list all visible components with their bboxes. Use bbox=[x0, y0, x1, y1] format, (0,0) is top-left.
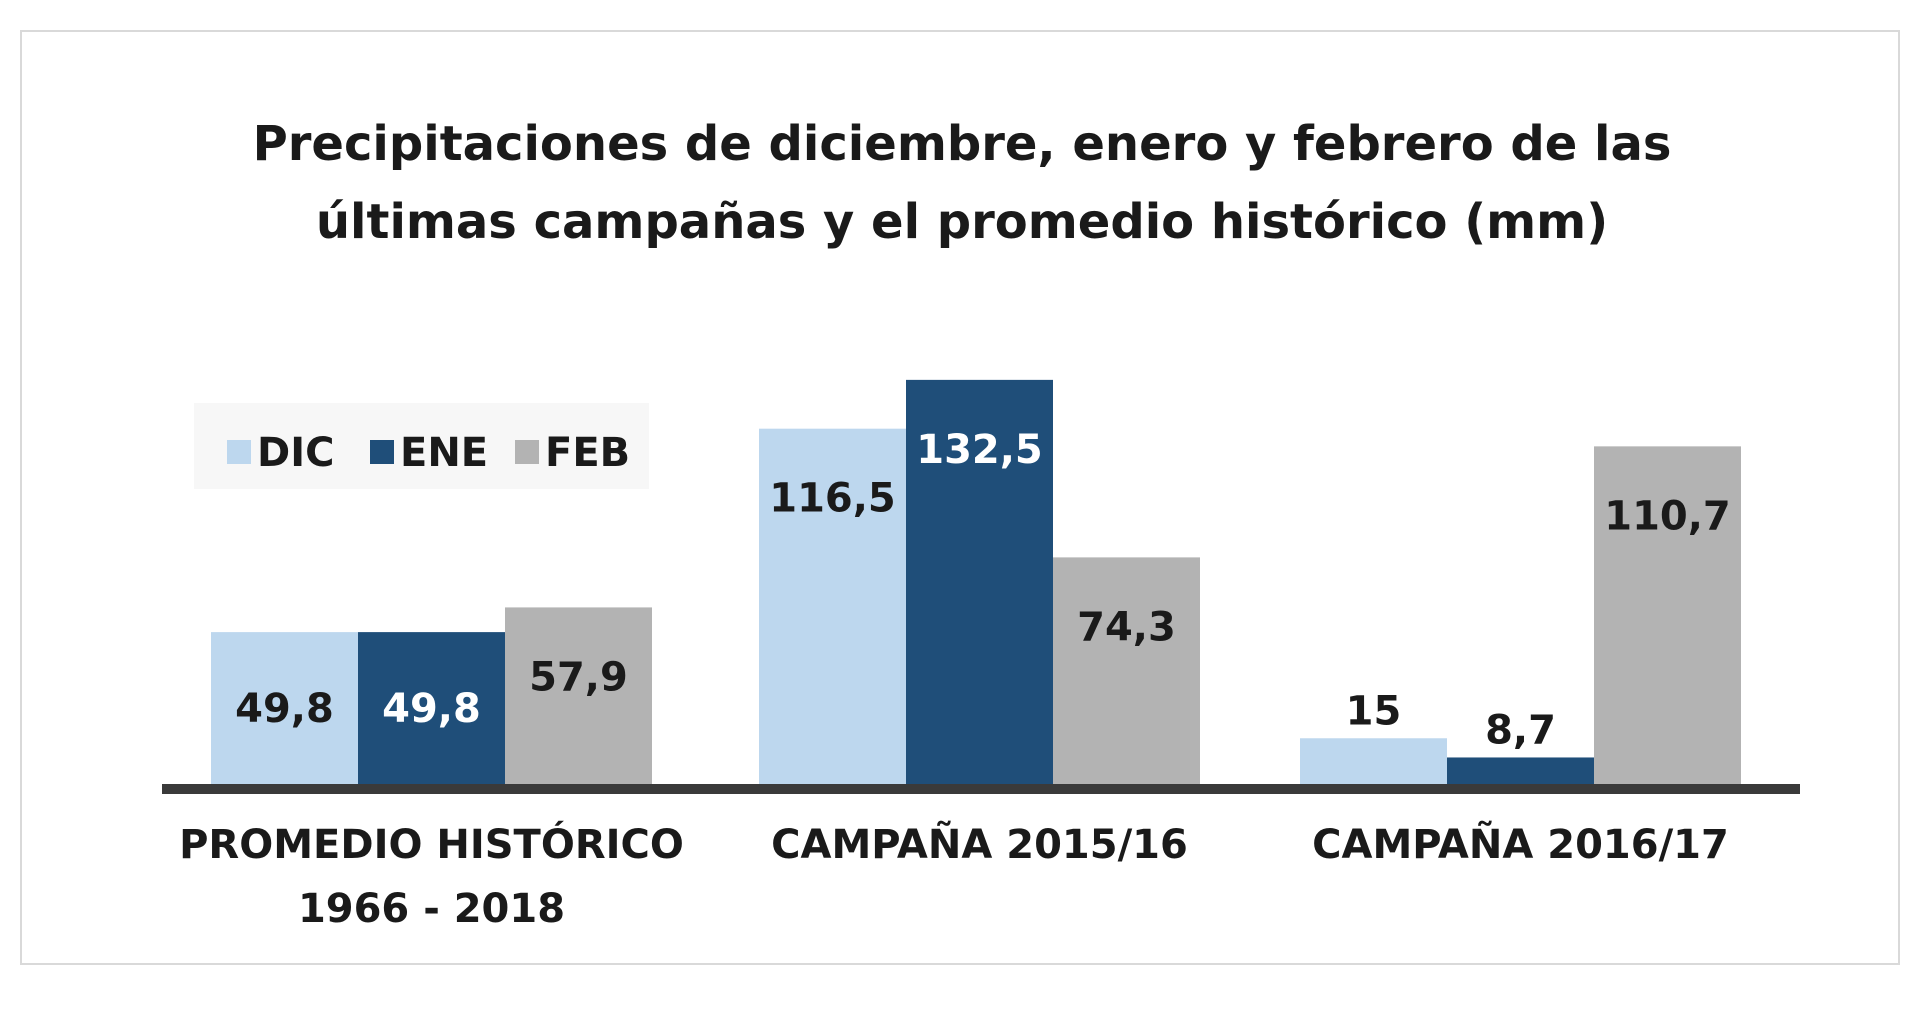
bar-ene-3 bbox=[1447, 757, 1594, 784]
bar-dic-2 bbox=[759, 428, 906, 784]
bar-ene-1 bbox=[358, 632, 505, 784]
data-label-feb-3: 110,7 bbox=[1604, 493, 1731, 539]
bar-dic-3 bbox=[1300, 738, 1447, 784]
category-labels: PROMEDIO HISTÓRICO 1966 - 2018 CAMPAÑA 201… bbox=[179, 820, 1729, 932]
data-label-dic-2: 116,5 bbox=[769, 476, 896, 522]
legend-swatch-dic bbox=[227, 440, 251, 464]
legend-background bbox=[194, 403, 649, 489]
bar-feb-1 bbox=[505, 607, 652, 784]
data-label-dic-3: 15 bbox=[1346, 688, 1402, 734]
legend-label-ene: ENE bbox=[400, 430, 488, 476]
data-label-feb-2: 74,3 bbox=[1077, 604, 1176, 650]
bar-chart: Precipitaciones de diciembre, enero y fe… bbox=[162, 116, 1800, 932]
data-label-feb-1: 57,9 bbox=[529, 654, 628, 700]
legend-swatch-feb bbox=[515, 440, 539, 464]
data-labels: 49,8 116,5 15 49,8 132,5 8,7 57,9 74,3 110,7 bbox=[235, 427, 1731, 754]
bar-dic-1 bbox=[211, 632, 358, 784]
chart-title-line-2: últimas campañas y el promedio histórico… bbox=[316, 194, 1608, 250]
data-label-ene-1: 49,8 bbox=[382, 686, 481, 732]
chart-legend: DIC ENE FEB bbox=[194, 403, 649, 489]
chart-title: Precipitaciones de diciembre, enero y fe… bbox=[253, 116, 1672, 250]
category-label-1-line-1: PROMEDIO HISTÓRICO bbox=[179, 820, 684, 868]
data-label-ene-3: 8,7 bbox=[1485, 707, 1556, 753]
bars bbox=[211, 379, 1741, 784]
chart-frame: Precipitaciones de diciembre, enero y fe… bbox=[20, 30, 1900, 965]
data-label-ene-2: 132,5 bbox=[916, 427, 1043, 473]
legend-label-dic: DIC bbox=[257, 430, 334, 476]
category-label-3-line-1: CAMPAÑA 2016/17 bbox=[1312, 820, 1729, 868]
legend-swatch-ene bbox=[370, 440, 394, 464]
chart-title-line-1: Precipitaciones de diciembre, enero y fe… bbox=[253, 116, 1672, 172]
category-label-1-line-2: 1966 - 2018 bbox=[298, 886, 565, 932]
category-label-2-line-1: CAMPAÑA 2015/16 bbox=[771, 820, 1188, 868]
data-label-dic-1: 49,8 bbox=[235, 686, 334, 732]
bar-feb-3 bbox=[1594, 446, 1741, 784]
bar-feb-2 bbox=[1053, 557, 1200, 784]
bar-ene-2 bbox=[906, 379, 1053, 784]
legend-label-feb: FEB bbox=[545, 430, 630, 476]
